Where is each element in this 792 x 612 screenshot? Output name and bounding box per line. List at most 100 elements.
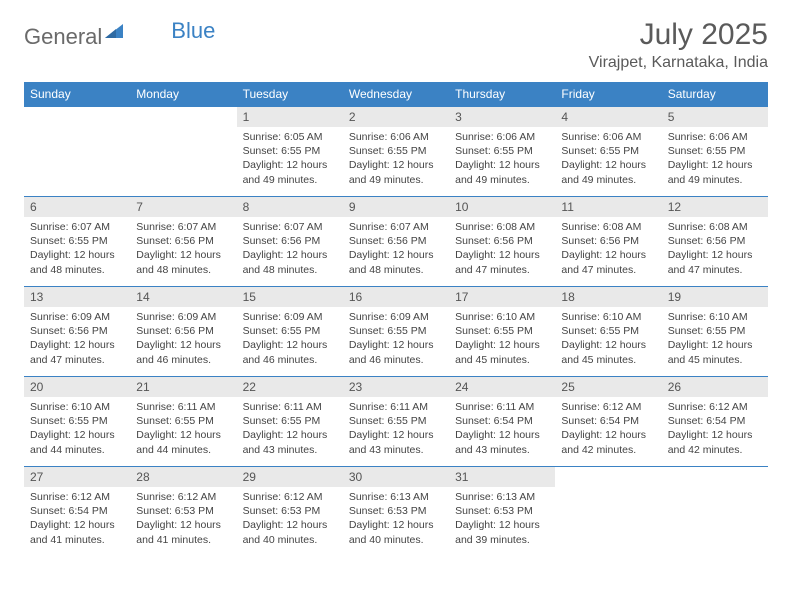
calendar-day-cell: 13Sunrise: 6:09 AMSunset: 6:56 PMDayligh…: [24, 287, 130, 377]
calendar-head: SundayMondayTuesdayWednesdayThursdayFrid…: [24, 82, 768, 107]
day-body: Sunrise: 6:11 AMSunset: 6:54 PMDaylight:…: [449, 397, 555, 462]
sunset-line: Sunset: 6:53 PM: [455, 504, 549, 518]
month-title: July 2025: [589, 18, 768, 52]
calendar-table: SundayMondayTuesdayWednesdayThursdayFrid…: [24, 82, 768, 557]
weekday-header: Monday: [130, 82, 236, 107]
daylight-line: Daylight: 12 hours and 47 minutes.: [455, 248, 549, 276]
weekday-header: Thursday: [449, 82, 555, 107]
day-number: 13: [24, 287, 130, 307]
day-body: Sunrise: 6:06 AMSunset: 6:55 PMDaylight:…: [343, 127, 449, 192]
day-body: Sunrise: 6:12 AMSunset: 6:54 PMDaylight:…: [662, 397, 768, 462]
daylight-line: Daylight: 12 hours and 48 minutes.: [136, 248, 230, 276]
day-number: 17: [449, 287, 555, 307]
location-text: Virajpet, Karnataka, India: [589, 54, 768, 72]
day-body: Sunrise: 6:12 AMSunset: 6:54 PMDaylight:…: [24, 487, 130, 552]
sunrise-line: Sunrise: 6:06 AM: [561, 130, 655, 144]
day-number: 27: [24, 467, 130, 487]
daylight-line: Daylight: 12 hours and 43 minutes.: [243, 428, 337, 456]
day-body: Sunrise: 6:07 AMSunset: 6:55 PMDaylight:…: [24, 217, 130, 282]
day-body: Sunrise: 6:06 AMSunset: 6:55 PMDaylight:…: [662, 127, 768, 192]
sunrise-line: Sunrise: 6:11 AM: [136, 400, 230, 414]
sunset-line: Sunset: 6:55 PM: [455, 324, 549, 338]
sunset-line: Sunset: 6:55 PM: [349, 414, 443, 428]
day-number: 6: [24, 197, 130, 217]
calendar-day-cell: 15Sunrise: 6:09 AMSunset: 6:55 PMDayligh…: [237, 287, 343, 377]
day-body: Sunrise: 6:09 AMSunset: 6:55 PMDaylight:…: [237, 307, 343, 372]
day-body: Sunrise: 6:10 AMSunset: 6:55 PMDaylight:…: [555, 307, 661, 372]
calendar-day-cell: 7Sunrise: 6:07 AMSunset: 6:56 PMDaylight…: [130, 197, 236, 287]
calendar-day-cell: 20Sunrise: 6:10 AMSunset: 6:55 PMDayligh…: [24, 377, 130, 467]
day-body: Sunrise: 6:12 AMSunset: 6:54 PMDaylight:…: [555, 397, 661, 462]
day-body: Sunrise: 6:05 AMSunset: 6:55 PMDaylight:…: [237, 127, 343, 192]
sunrise-line: Sunrise: 6:13 AM: [349, 490, 443, 504]
day-number: 9: [343, 197, 449, 217]
day-number: 22: [237, 377, 343, 397]
sunrise-line: Sunrise: 6:10 AM: [455, 310, 549, 324]
day-body: Sunrise: 6:10 AMSunset: 6:55 PMDaylight:…: [24, 397, 130, 462]
calendar-day-cell: 24Sunrise: 6:11 AMSunset: 6:54 PMDayligh…: [449, 377, 555, 467]
day-number: 24: [449, 377, 555, 397]
day-number: 26: [662, 377, 768, 397]
weekday-header: Sunday: [24, 82, 130, 107]
sunrise-line: Sunrise: 6:07 AM: [243, 220, 337, 234]
day-number: 5: [662, 107, 768, 127]
day-number: 16: [343, 287, 449, 307]
calendar-day-cell: 30Sunrise: 6:13 AMSunset: 6:53 PMDayligh…: [343, 467, 449, 557]
sunset-line: Sunset: 6:53 PM: [349, 504, 443, 518]
day-body: Sunrise: 6:08 AMSunset: 6:56 PMDaylight:…: [555, 217, 661, 282]
sunset-line: Sunset: 6:55 PM: [243, 414, 337, 428]
sunset-line: Sunset: 6:55 PM: [349, 324, 443, 338]
calendar-row: 13Sunrise: 6:09 AMSunset: 6:56 PMDayligh…: [24, 287, 768, 377]
day-body: Sunrise: 6:07 AMSunset: 6:56 PMDaylight:…: [130, 217, 236, 282]
day-number: 8: [237, 197, 343, 217]
calendar-row: 1Sunrise: 6:05 AMSunset: 6:55 PMDaylight…: [24, 107, 768, 197]
sunset-line: Sunset: 6:56 PM: [455, 234, 549, 248]
daylight-line: Daylight: 12 hours and 41 minutes.: [30, 518, 124, 546]
daylight-line: Daylight: 12 hours and 39 minutes.: [455, 518, 549, 546]
calendar-day-cell: 2Sunrise: 6:06 AMSunset: 6:55 PMDaylight…: [343, 107, 449, 197]
sunrise-line: Sunrise: 6:06 AM: [668, 130, 762, 144]
calendar-day-cell: 11Sunrise: 6:08 AMSunset: 6:56 PMDayligh…: [555, 197, 661, 287]
sunset-line: Sunset: 6:56 PM: [30, 324, 124, 338]
sunset-line: Sunset: 6:53 PM: [136, 504, 230, 518]
day-body: Sunrise: 6:11 AMSunset: 6:55 PMDaylight:…: [343, 397, 449, 462]
day-number: 12: [662, 197, 768, 217]
calendar-day-cell: 27Sunrise: 6:12 AMSunset: 6:54 PMDayligh…: [24, 467, 130, 557]
calendar-day-cell: 12Sunrise: 6:08 AMSunset: 6:56 PMDayligh…: [662, 197, 768, 287]
daylight-line: Daylight: 12 hours and 46 minutes.: [243, 338, 337, 366]
sunset-line: Sunset: 6:55 PM: [30, 414, 124, 428]
daylight-line: Daylight: 12 hours and 49 minutes.: [668, 158, 762, 186]
calendar-day-cell: 18Sunrise: 6:10 AMSunset: 6:55 PMDayligh…: [555, 287, 661, 377]
daylight-line: Daylight: 12 hours and 44 minutes.: [30, 428, 124, 456]
day-number: 29: [237, 467, 343, 487]
day-body: Sunrise: 6:07 AMSunset: 6:56 PMDaylight:…: [343, 217, 449, 282]
sunset-line: Sunset: 6:56 PM: [349, 234, 443, 248]
day-body: Sunrise: 6:11 AMSunset: 6:55 PMDaylight:…: [130, 397, 236, 462]
day-number: 18: [555, 287, 661, 307]
day-number: 7: [130, 197, 236, 217]
sunset-line: Sunset: 6:56 PM: [136, 324, 230, 338]
day-number: 4: [555, 107, 661, 127]
day-body: Sunrise: 6:13 AMSunset: 6:53 PMDaylight:…: [449, 487, 555, 552]
calendar-day-cell: 10Sunrise: 6:08 AMSunset: 6:56 PMDayligh…: [449, 197, 555, 287]
daylight-line: Daylight: 12 hours and 45 minutes.: [668, 338, 762, 366]
sunset-line: Sunset: 6:55 PM: [668, 324, 762, 338]
day-body: Sunrise: 6:09 AMSunset: 6:56 PMDaylight:…: [130, 307, 236, 372]
daylight-line: Daylight: 12 hours and 41 minutes.: [136, 518, 230, 546]
calendar-empty-cell: [130, 107, 236, 197]
daylight-line: Daylight: 12 hours and 47 minutes.: [30, 338, 124, 366]
brand-logo: General Blue: [24, 24, 215, 50]
day-number: 23: [343, 377, 449, 397]
day-body: Sunrise: 6:12 AMSunset: 6:53 PMDaylight:…: [237, 487, 343, 552]
calendar-day-cell: 3Sunrise: 6:06 AMSunset: 6:55 PMDaylight…: [449, 107, 555, 197]
page-header: General Blue July 2025 Virajpet, Karnata…: [24, 18, 768, 72]
sunset-line: Sunset: 6:54 PM: [455, 414, 549, 428]
sunset-line: Sunset: 6:55 PM: [136, 414, 230, 428]
daylight-line: Daylight: 12 hours and 49 minutes.: [349, 158, 443, 186]
day-body: Sunrise: 6:06 AMSunset: 6:55 PMDaylight:…: [555, 127, 661, 192]
day-body: Sunrise: 6:09 AMSunset: 6:56 PMDaylight:…: [24, 307, 130, 372]
calendar-body: 1Sunrise: 6:05 AMSunset: 6:55 PMDaylight…: [24, 107, 768, 557]
daylight-line: Daylight: 12 hours and 48 minutes.: [349, 248, 443, 276]
day-body: Sunrise: 6:12 AMSunset: 6:53 PMDaylight:…: [130, 487, 236, 552]
sunrise-line: Sunrise: 6:09 AM: [30, 310, 124, 324]
